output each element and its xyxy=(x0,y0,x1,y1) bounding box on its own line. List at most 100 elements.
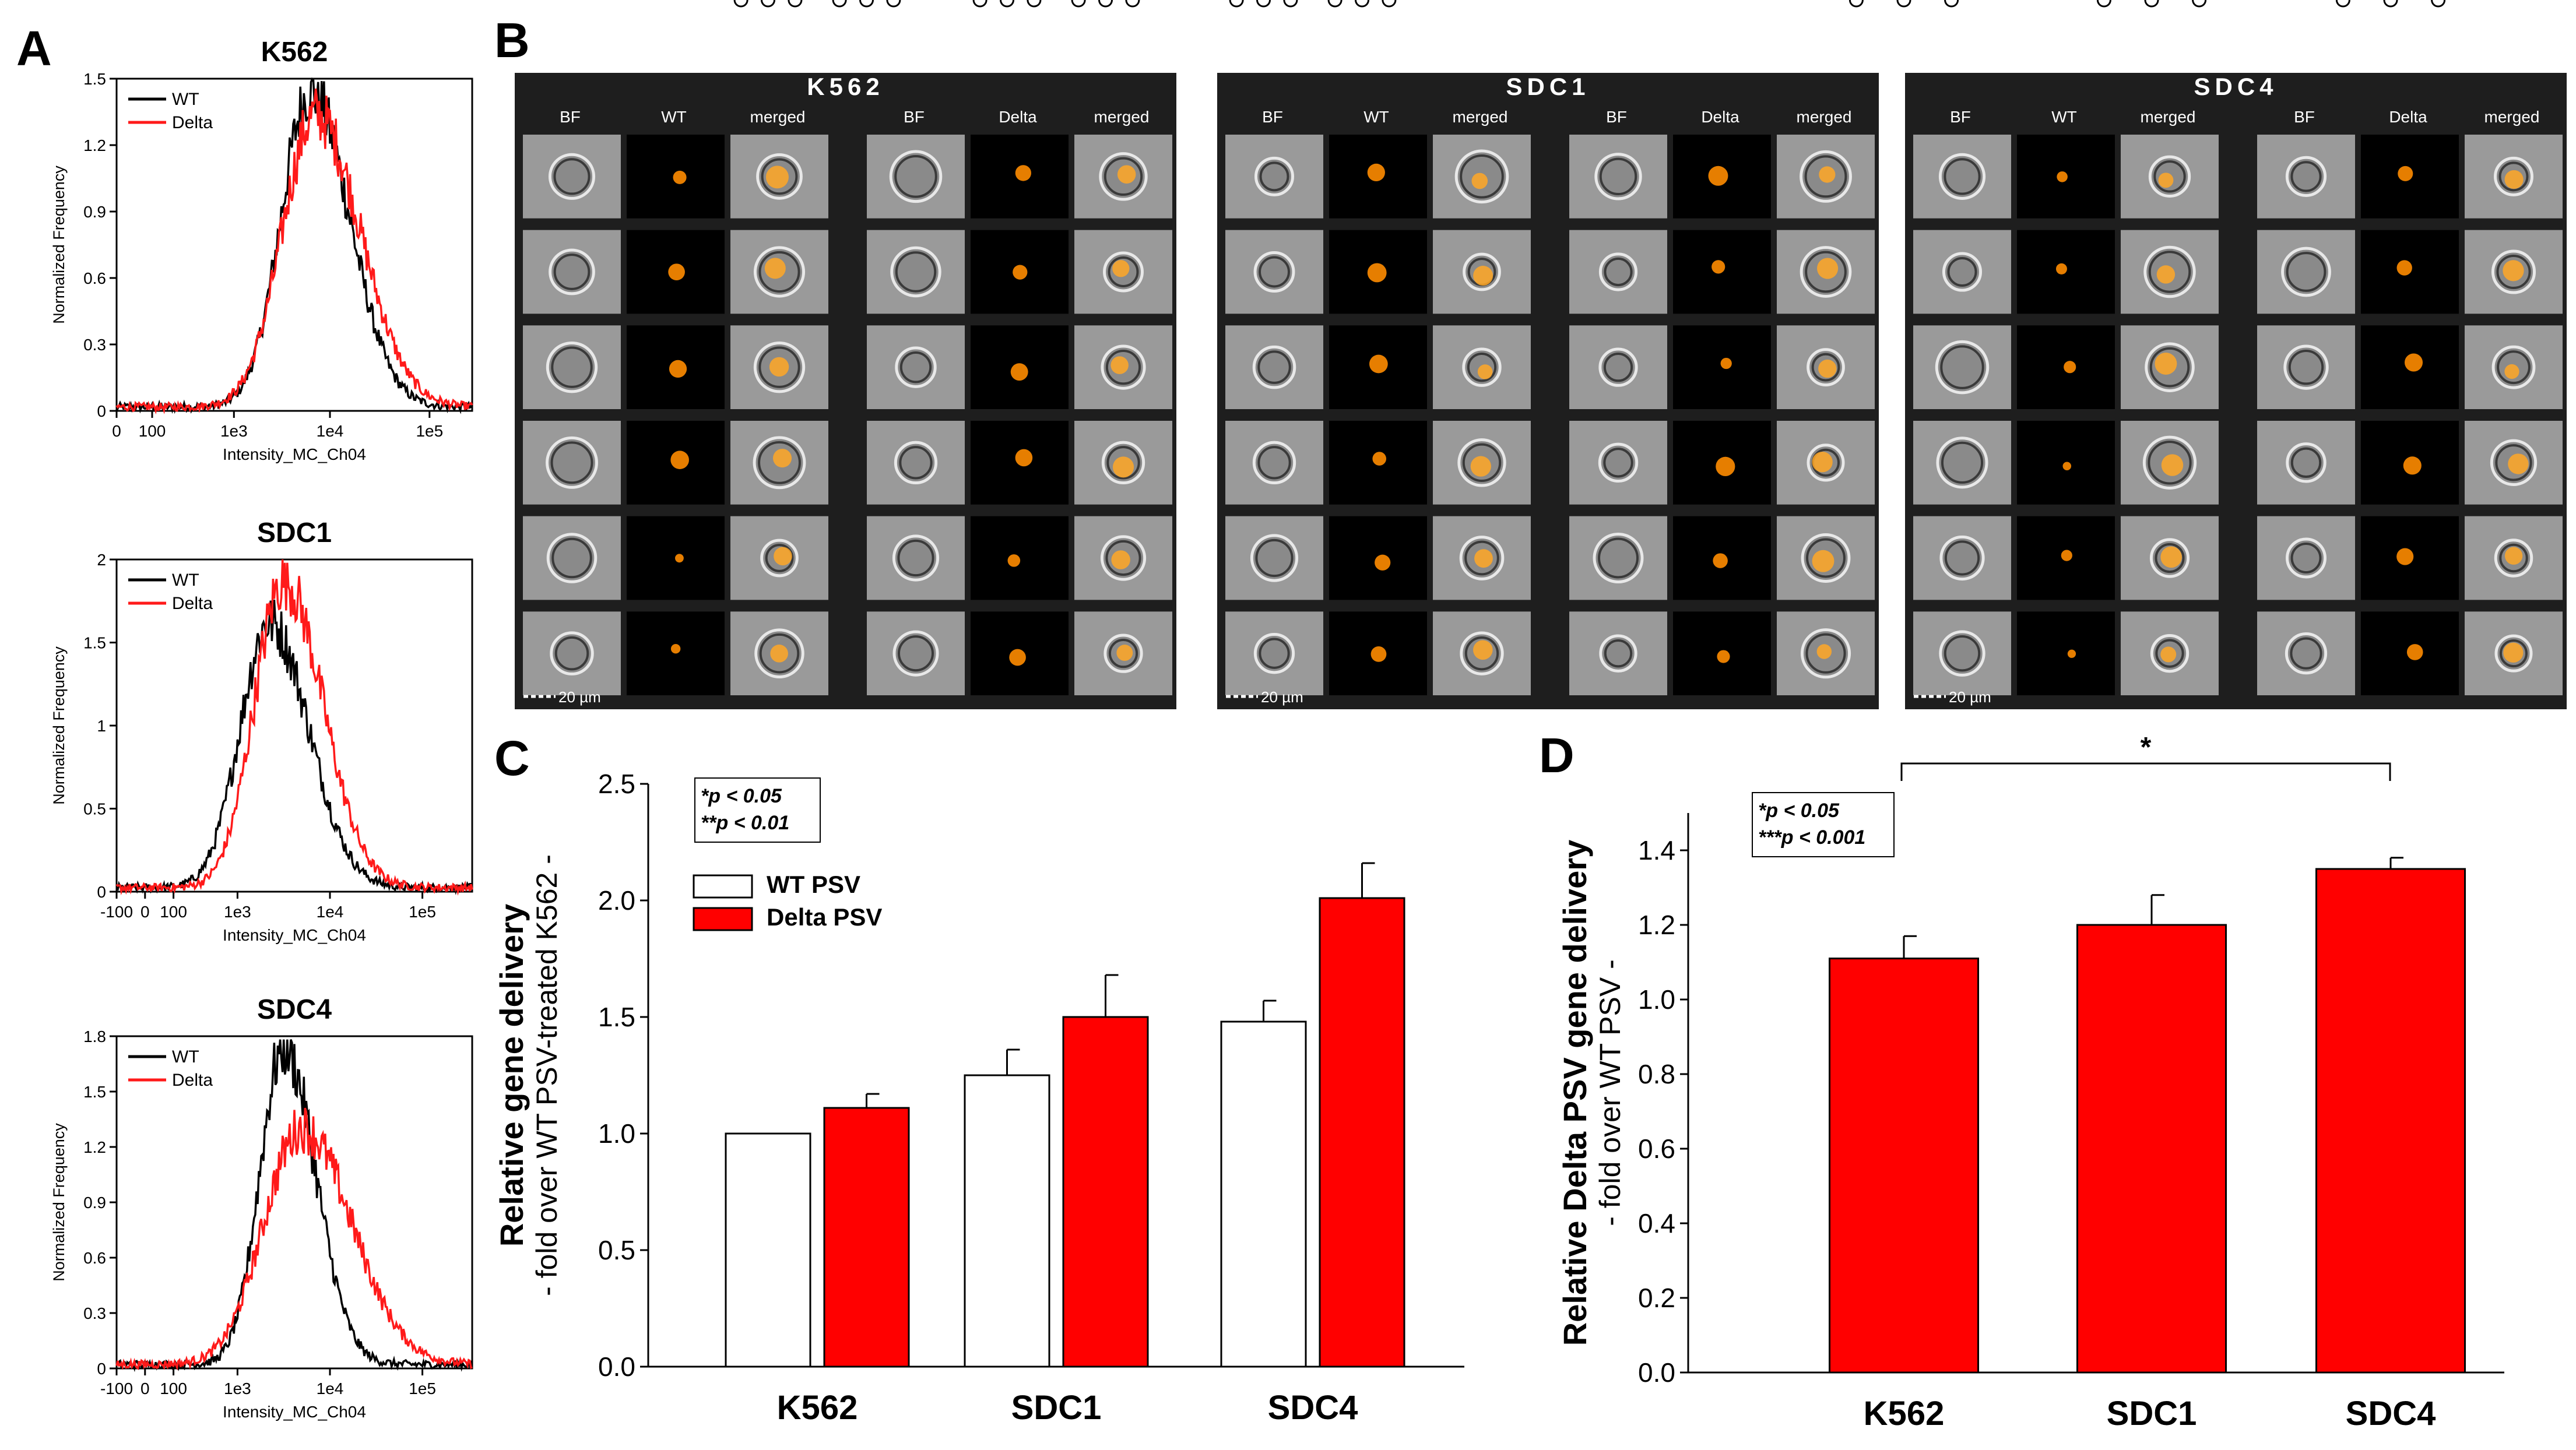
x-tick-label: 1e3 xyxy=(224,1379,251,1398)
scale-bar-label: 20 µm xyxy=(558,688,601,706)
data-point xyxy=(1000,0,1014,8)
cell-membrane xyxy=(2286,252,2327,292)
cell-membrane xyxy=(758,251,800,293)
fluorescence-spot xyxy=(1009,649,1026,666)
bar-delta-psv xyxy=(823,1107,910,1368)
x-tick-label: 1e3 xyxy=(220,422,248,440)
scale-bar-label: 20 µm xyxy=(1261,688,1303,706)
cell-membrane xyxy=(1460,154,1504,199)
cell-membrane xyxy=(1604,639,1633,668)
x-tick-label: 1e3 xyxy=(224,903,251,921)
cell-membrane xyxy=(1941,441,1984,484)
cell-membrane xyxy=(1105,350,1141,385)
cell xyxy=(1593,533,1644,583)
cell-membrane xyxy=(2290,161,2322,192)
data-point xyxy=(761,0,775,8)
channel-label: BF xyxy=(1606,108,1627,126)
gallery-title: SDC1 xyxy=(1506,73,1590,100)
data-point xyxy=(788,0,803,8)
channel-label: merged xyxy=(1797,108,1852,126)
cell-membrane xyxy=(1108,256,1139,287)
fluorescence-spot xyxy=(2062,462,2072,471)
histogram-k562: K562 0 0.3 0.6 0.9 1.2 1.5 0 100 1e3 1e4 1e5 Intensi… xyxy=(50,37,473,463)
cell xyxy=(892,630,939,677)
merged-spot xyxy=(1819,166,1836,183)
cell xyxy=(546,436,598,489)
merged-spot xyxy=(1473,640,1493,660)
fluorescence-spot xyxy=(670,643,681,654)
x-tick-label: 1e4 xyxy=(317,903,344,921)
cell-membrane xyxy=(1806,538,1846,578)
y-tick-label: 0.6 xyxy=(83,269,106,287)
significance-stars: *** xyxy=(2373,0,2409,7)
cell-membrane xyxy=(1104,157,1143,196)
y-tick-label: 1.0 xyxy=(598,1118,635,1149)
y-tick-label: 0.3 xyxy=(83,336,106,354)
legend-label: Delta xyxy=(172,113,213,132)
x-axis-label: Intensity_MC_Ch04 xyxy=(223,1403,366,1421)
cell-membrane xyxy=(1944,540,1980,576)
cell-membrane xyxy=(1259,256,1290,288)
y-tick-label: 1.2 xyxy=(83,136,106,154)
histogram-title: SDC1 xyxy=(257,518,332,548)
cell-membrane xyxy=(1106,446,1140,480)
fluorescence-spot xyxy=(2406,644,2423,660)
fluorescence-spot xyxy=(1370,646,1387,662)
merged-spot xyxy=(2158,173,2174,188)
fluorescence-spot xyxy=(2403,456,2422,475)
cell xyxy=(892,534,940,582)
fluorescence-spot xyxy=(1013,265,1028,280)
data-point xyxy=(1355,0,1369,8)
channel-label: WT xyxy=(661,108,687,126)
y-tick-label: 2.0 xyxy=(598,885,635,916)
y-tick-label: 0.0 xyxy=(1638,1357,1675,1388)
cell-membrane xyxy=(1467,352,1497,382)
category-label: K562 xyxy=(777,1389,858,1427)
cell-membrane xyxy=(1804,155,1847,198)
y-tick-label: 1.2 xyxy=(1638,910,1675,940)
fluorescence-spot xyxy=(2398,166,2413,181)
cell-membrane xyxy=(554,636,589,671)
x-tick-label: 1e5 xyxy=(409,1379,436,1398)
merged-spot xyxy=(764,258,786,279)
cell xyxy=(1594,153,1642,200)
cell xyxy=(1939,630,1985,677)
category-label: SDC1 xyxy=(1011,1389,1102,1427)
y-tick-label: 1.4 xyxy=(1638,835,1675,865)
y-tick-label: 0.8 xyxy=(1638,1059,1675,1089)
y-tick-label: 0.5 xyxy=(598,1235,635,1265)
cell-membrane xyxy=(1805,251,1847,293)
pvalue-note: ***p < 0.001 xyxy=(1758,826,1865,849)
merged-spot xyxy=(1477,364,1493,379)
merged-spot xyxy=(2156,265,2176,284)
fluorescence-spot xyxy=(2064,361,2076,374)
data-point xyxy=(859,0,874,8)
legend-swatch xyxy=(693,907,753,931)
x-tick-label: 1e4 xyxy=(317,1379,344,1398)
cell-membrane xyxy=(2497,350,2531,385)
y-tick-label: 0.9 xyxy=(83,203,106,221)
cell-membrane xyxy=(1259,161,1289,192)
channel-label: BF xyxy=(1950,108,1971,126)
cell xyxy=(1939,535,1985,581)
y-tick-label: 1.5 xyxy=(83,1083,106,1101)
data-point xyxy=(1327,0,1343,8)
cell xyxy=(894,441,938,484)
y-tick-label: 1.5 xyxy=(83,70,106,88)
cell-membrane xyxy=(1944,158,1981,195)
y-tick-label: 2.5 xyxy=(598,769,635,799)
data-point xyxy=(1256,0,1271,8)
cell-membrane xyxy=(2155,543,2185,573)
cell-membrane xyxy=(759,633,800,674)
significance-stars: ** xyxy=(1350,0,1374,7)
fluorescence-spot xyxy=(2396,260,2412,276)
merged-spot xyxy=(2504,170,2524,189)
category-label: SDC1 xyxy=(2107,1395,2197,1433)
data-point xyxy=(733,0,748,8)
cell-membrane xyxy=(1940,345,1984,389)
bar-delta-psv xyxy=(1829,958,1979,1374)
gallery-title: K562 xyxy=(807,73,884,100)
y-tick-label: 1 xyxy=(97,717,106,735)
data-point xyxy=(832,0,847,8)
y-axis-label: Normalized Frequency xyxy=(50,1123,68,1282)
